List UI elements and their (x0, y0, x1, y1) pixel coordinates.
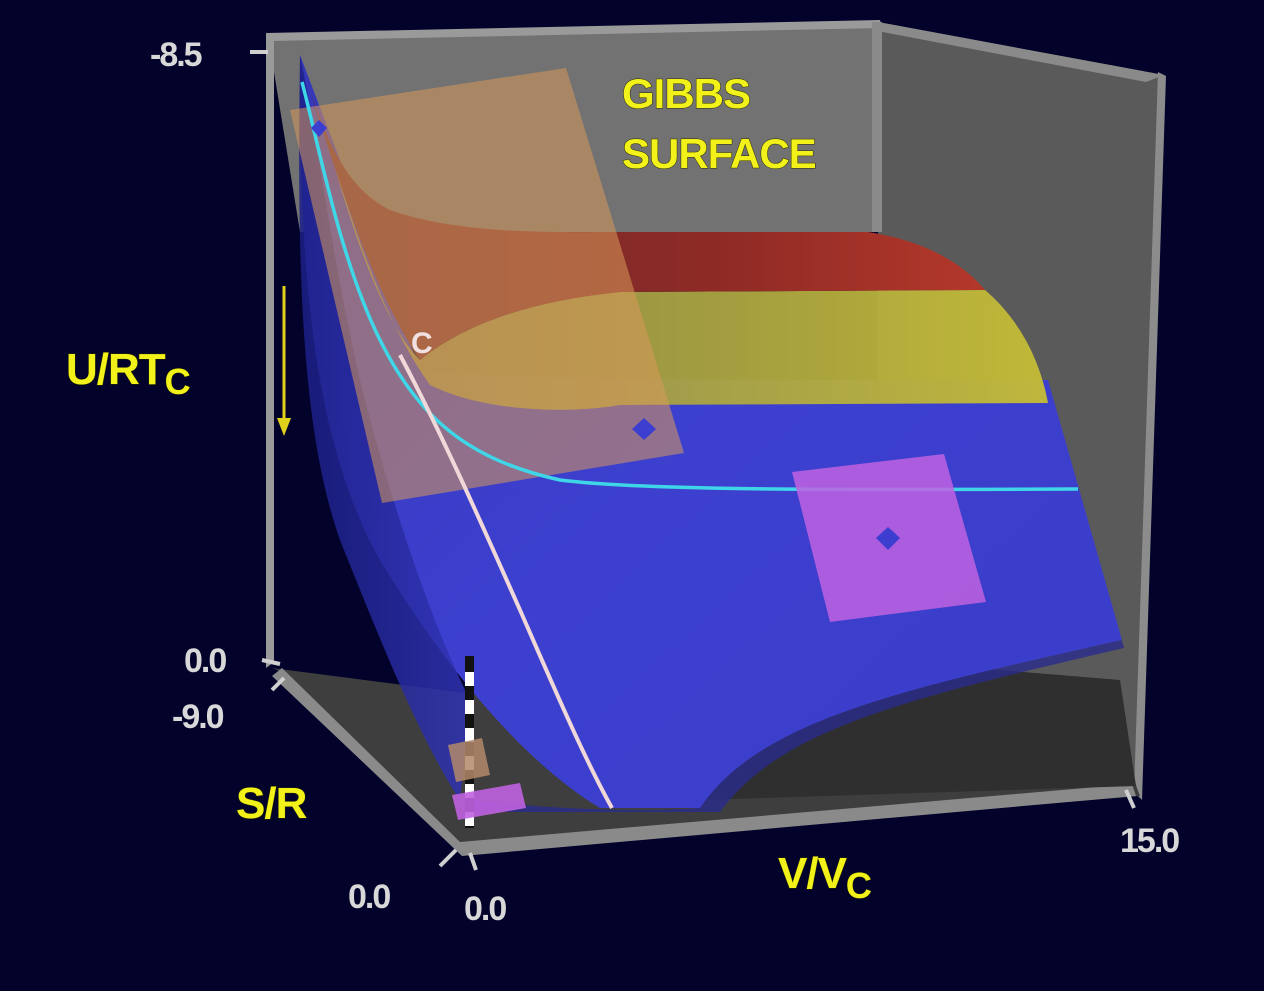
tangent-plane-orange (290, 68, 684, 503)
gibbs-surface-shadow (470, 640, 1124, 812)
u-axis-bottom-tick: 0.0 (184, 642, 226, 680)
title-line-2: SURFACE (622, 130, 816, 177)
point-marker-top (311, 120, 327, 137)
white-spinodal-curve (398, 354, 614, 809)
s-axis-far-tick: 0.0 (348, 878, 390, 916)
u-axis-label: U/RTC (66, 345, 191, 402)
legend-swatch-violet (452, 783, 526, 820)
u-direction-arrow (277, 286, 291, 436)
v-axis-label-sub: C (846, 865, 872, 906)
v-axis-end-tick: 15.0 (1120, 822, 1179, 860)
point-marker-orange-plane (632, 418, 656, 440)
gibbs-surface-left-face (299, 55, 470, 800)
cyan-coexistence-curve (300, 81, 1079, 492)
title-line-1: GIBBS (622, 70, 750, 117)
v-axis-label: V/VC (778, 849, 872, 906)
axis-tick-marks (250, 50, 1136, 871)
v-axis-start-tick: 0.0 (464, 890, 506, 928)
u-axis-label-main: U/RT (66, 345, 166, 394)
u-axis-top-tick: -8.5 (150, 36, 202, 74)
gibbs-surface-blue (300, 55, 1122, 808)
legend-swatch-orange (448, 738, 490, 782)
s-axis-label: S/R (236, 779, 307, 828)
critical-point-label: C (411, 327, 433, 360)
u-axis-label-sub: C (165, 361, 191, 402)
v-axis-label-main: V/V (778, 849, 848, 898)
s-axis-near-tick: -9.0 (172, 698, 224, 736)
point-marker-violet-plane (876, 527, 900, 550)
